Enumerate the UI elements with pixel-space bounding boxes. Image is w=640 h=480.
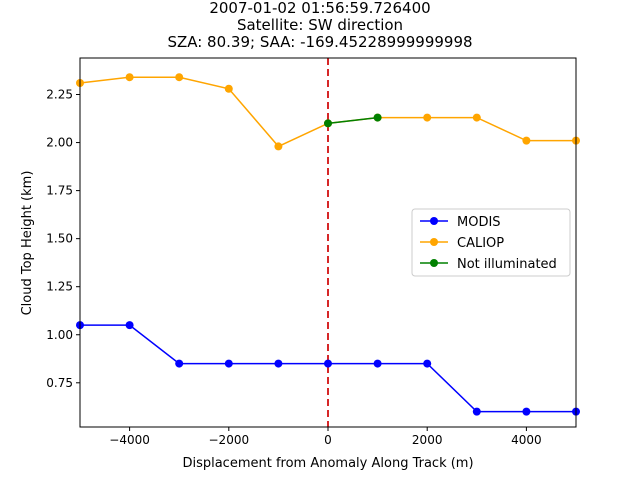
y-tick-label: 2.25 — [46, 88, 73, 102]
y-axis-label: Cloud Top Height (km) — [20, 171, 35, 316]
chart-title-line-2: Satellite: SW direction — [236, 16, 404, 34]
data-point-modis — [125, 321, 134, 330]
data-point-modis — [423, 359, 432, 368]
axes: −4000 −2000 0 2000 4000 0.75 1.00 1.25 1.50 1.75 2… — [46, 57, 577, 447]
data-point-not-illuminated — [324, 119, 332, 128]
x-tick-label: 4000 — [511, 433, 542, 447]
data-point-modis — [175, 359, 184, 368]
legend: MODIS CALIOP Not illuminated — [411, 208, 571, 277]
y-tick-label: 1.25 — [46, 280, 73, 294]
y-tick-label: 1.50 — [46, 232, 73, 246]
data-point-caliop — [522, 136, 531, 145]
data-point-modis — [373, 359, 382, 368]
chart-title-line-1: 2007-01-02 01:56:59.726400 — [209, 0, 431, 17]
data-point-modis — [472, 407, 481, 416]
data-point-caliop — [423, 113, 432, 122]
legend-marker-modis — [430, 217, 438, 225]
x-axis-label: Displacement from Anomaly Along Track (m… — [182, 456, 473, 471]
legend-label-modis: MODIS — [457, 215, 501, 230]
x-tick-label: 2000 — [412, 433, 443, 447]
legend-marker-not-illuminated — [430, 259, 438, 267]
data-point-caliop — [224, 84, 233, 93]
data-point-modis — [224, 359, 233, 368]
y-tick-label: 1.00 — [46, 328, 73, 342]
data-point-modis — [274, 359, 283, 368]
x-tick-label: 0 — [324, 433, 332, 447]
data-point-caliop — [175, 73, 184, 82]
y-tick-label: 2.00 — [46, 136, 73, 150]
legend-label-not-illuminated: Not illuminated — [457, 257, 557, 272]
x-tick-label: −4000 — [109, 433, 150, 447]
legend-label-caliop: CALIOP — [457, 236, 504, 251]
x-tick-label: −2000 — [209, 433, 250, 447]
series-line-not-illuminated — [327, 116, 378, 125]
chart-title-line-3: SZA: 80.39; SAA: -169.45228999999998 — [167, 33, 473, 51]
data-point-caliop — [274, 142, 283, 151]
y-tick-label: 0.75 — [46, 376, 73, 390]
data-point-modis — [324, 359, 332, 368]
data-point-not-illuminated — [373, 113, 382, 122]
data-point-caliop — [472, 113, 481, 122]
data-point-caliop — [125, 73, 134, 82]
legend-box — [411, 208, 571, 277]
y-tick-label: 1.75 — [46, 184, 73, 198]
data-point-modis — [522, 407, 531, 416]
legend-marker-caliop — [430, 238, 438, 246]
plot-area — [76, 58, 580, 427]
